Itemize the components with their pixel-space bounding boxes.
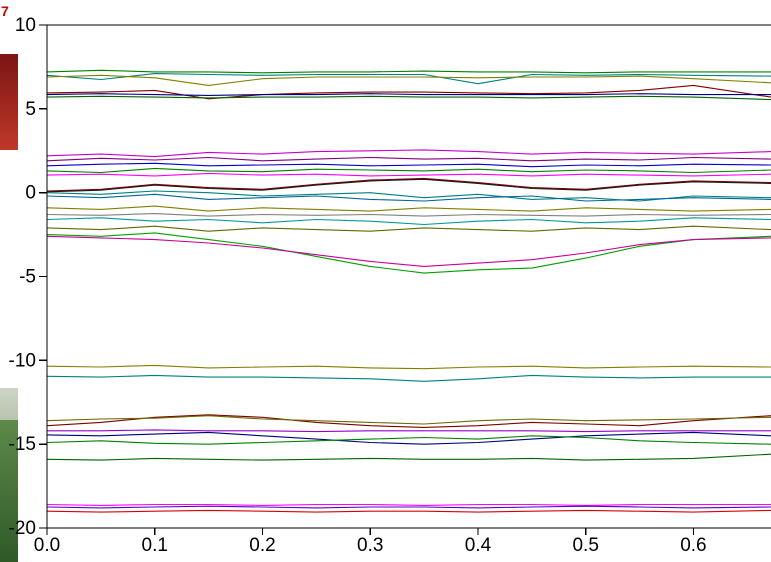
series-magenta-dip [46, 235, 771, 267]
photo-red [0, 54, 18, 150]
y-tick-label: 5 [25, 99, 36, 120]
series-teal-mid [46, 190, 771, 202]
x-tick-label: 0.6 [680, 535, 706, 556]
x-tick-label: 0.1 [142, 535, 168, 556]
series-violet-bottom [46, 505, 771, 509]
series-red-bottom [46, 509, 771, 513]
series-darkred-mid [46, 177, 771, 192]
series-green-upper [46, 167, 771, 174]
series-olive-mid [46, 205, 771, 212]
series-olive-top [46, 74, 771, 86]
x-tick-label: 0.0 [34, 535, 60, 556]
y-tick-label: 0 [25, 183, 36, 204]
x-tick-label: 0.4 [465, 535, 492, 556]
series-black-mid [46, 178, 771, 193]
y-tick-label: -5 [19, 267, 36, 288]
series-green-top [46, 69, 771, 74]
series-navy-top [46, 93, 771, 96]
series-magenta-bottom [46, 503, 771, 506]
series-blue-upper [46, 162, 771, 168]
series-teal-band [46, 374, 771, 382]
series-olive-band2 [46, 415, 771, 425]
series-steel-mid [46, 193, 771, 202]
series-maroon-band [46, 414, 771, 428]
y-tick-label: -20 [9, 518, 36, 539]
series-maroon-top [46, 84, 771, 100]
series-olive-band [46, 364, 771, 370]
series-green-band [46, 435, 771, 445]
photo-green [0, 420, 18, 562]
series-darkgreen-band [46, 453, 771, 461]
x-tick-label: 0.2 [249, 535, 275, 556]
series-navy-band [46, 431, 771, 445]
y-tick-label: 10 [15, 15, 36, 36]
y-tick-label: -10 [9, 350, 36, 371]
series-green-dip [46, 232, 771, 274]
background-window-partial-text: 7 [1, 3, 9, 19]
series-magenta-upper [46, 149, 771, 158]
plot-panel [18, 0, 771, 562]
series-purple-band [47, 429, 771, 433]
series-teal-top [46, 73, 771, 85]
x-tick-label: 0.3 [357, 535, 383, 556]
background-window-sliver: 7 [0, 0, 18, 562]
photo-pale [0, 388, 18, 420]
y-tick-label: -15 [9, 434, 36, 455]
series-darkgreen-top [46, 95, 771, 101]
series-purple-upper [46, 156, 771, 162]
series-olive-lower [46, 225, 771, 232]
x-tick-label: 0.5 [572, 535, 598, 556]
series-magenta-mid [46, 172, 771, 177]
series-gray-mid [46, 213, 771, 217]
series-teal-lower [46, 217, 771, 226]
